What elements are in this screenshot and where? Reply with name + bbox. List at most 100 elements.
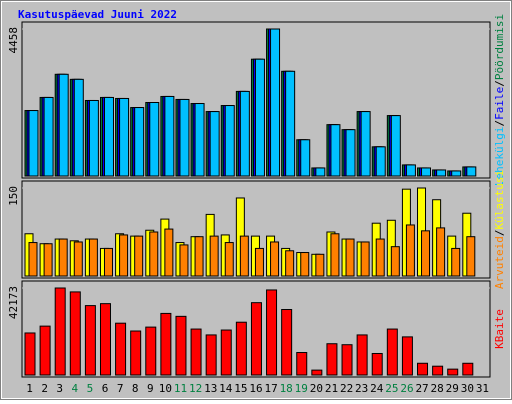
x-tick-label: 5 (87, 382, 94, 395)
bar (375, 238, 385, 277)
bar (194, 236, 204, 277)
bar (190, 328, 202, 376)
x-tick-label: 29 (446, 382, 459, 395)
bar (270, 28, 281, 177)
x-tick-label: 19 (295, 382, 308, 395)
x-tick-label: 30 (461, 382, 474, 395)
x-tick-label: 22 (340, 382, 353, 395)
bar (436, 227, 446, 277)
bar (149, 102, 160, 177)
bar (194, 103, 205, 177)
bar (466, 166, 477, 177)
legend-entry: Arvuteid (493, 236, 506, 289)
chart-title: Kasutuspäevad Juuni 2022 (18, 8, 177, 21)
bar (58, 73, 69, 177)
bar (224, 242, 234, 277)
bar (103, 96, 114, 177)
bar (205, 334, 217, 376)
bar (149, 231, 159, 277)
bar (28, 110, 39, 177)
bar (417, 362, 429, 376)
bar (405, 224, 415, 277)
x-tick-label: 2 (41, 382, 48, 395)
bar (300, 139, 311, 177)
bar (239, 235, 249, 277)
x-tick-label: 24 (370, 382, 384, 395)
bar (296, 352, 308, 376)
bar (160, 312, 172, 376)
bar (73, 241, 83, 277)
x-tick-label: 4 (72, 382, 79, 395)
bar (254, 58, 265, 177)
bar (179, 244, 189, 277)
bar (145, 326, 157, 376)
legend-entry: Külastusi (493, 170, 506, 230)
bar (99, 303, 111, 376)
bar (43, 243, 53, 277)
bar (341, 344, 353, 376)
bar (235, 321, 247, 376)
bar (285, 70, 296, 177)
x-tick-label: 28 (431, 382, 444, 395)
bar (254, 247, 264, 277)
bar (179, 98, 190, 177)
x-tick-label: 9 (147, 382, 154, 395)
y-tick-label: 42173 (7, 286, 20, 319)
bar (281, 309, 293, 376)
bar (285, 250, 295, 277)
bar (220, 329, 232, 376)
legend-entry: KBaite (493, 309, 506, 349)
x-tick-label: 23 (355, 382, 368, 395)
bar (103, 247, 113, 277)
bar (164, 95, 175, 177)
bar (326, 343, 338, 376)
x-tick-label: 20 (310, 382, 323, 395)
bar (43, 96, 54, 177)
bar (209, 111, 220, 177)
x-tick-label: 11 (174, 382, 187, 395)
legend: Arvuteid/Külastusi (493, 170, 506, 289)
bar (466, 236, 476, 277)
x-tick-label: 13 (204, 382, 217, 395)
bar (270, 241, 280, 277)
bar (69, 291, 81, 376)
legend: Lehekülgi/Faile/Pöördumisi (493, 14, 506, 186)
x-tick-label: 12 (189, 382, 202, 395)
y-tick-label: 150 (7, 186, 20, 206)
x-tick-label: 3 (56, 382, 63, 395)
legend: KBaite (493, 309, 506, 349)
bar (345, 238, 355, 277)
bar (119, 234, 129, 277)
bar (371, 352, 383, 376)
bar (421, 230, 431, 277)
bar (239, 90, 250, 177)
bar (356, 334, 368, 376)
bar (386, 328, 398, 376)
bar (462, 362, 474, 376)
bar (58, 238, 68, 277)
bar (330, 233, 340, 277)
bar (390, 246, 400, 277)
x-tick-label: 18 (280, 382, 293, 395)
bar (134, 235, 144, 277)
bar (266, 289, 278, 376)
bar (250, 302, 262, 376)
y-tick-label: 4458 (7, 27, 20, 54)
bar (175, 315, 187, 376)
bar (28, 242, 38, 277)
bar (405, 164, 416, 177)
bar (39, 325, 51, 376)
bar (315, 253, 325, 277)
bar (115, 322, 127, 376)
x-tick-label: 17 (264, 382, 277, 395)
bar (88, 238, 98, 277)
x-tick-label: 1 (26, 382, 33, 395)
bar (345, 129, 356, 177)
legend-separator: / (493, 230, 506, 237)
bar (436, 169, 447, 177)
x-tick-label: 6 (102, 382, 109, 395)
bar (84, 305, 96, 376)
bar (432, 365, 444, 376)
x-tick-label: 8 (132, 382, 139, 395)
x-tick-label: 16 (249, 382, 262, 395)
